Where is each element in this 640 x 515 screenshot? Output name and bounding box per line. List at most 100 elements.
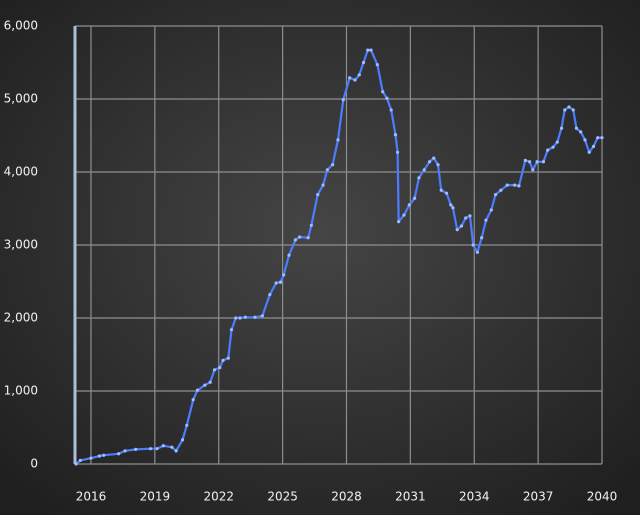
data-point — [243, 315, 247, 319]
data-point — [444, 191, 449, 195]
data-point — [336, 138, 340, 142]
data-point — [253, 315, 257, 319]
data-point — [555, 140, 559, 144]
data-point — [574, 126, 579, 130]
data-point — [484, 218, 488, 222]
data-point — [161, 444, 165, 448]
data-point — [493, 193, 498, 197]
data-point — [559, 126, 564, 130]
data-point — [89, 456, 93, 460]
data-point — [203, 383, 207, 387]
data-point — [78, 458, 82, 462]
y-tick-label: 6,000 — [4, 19, 38, 33]
data-point — [74, 462, 78, 466]
y-tick-label: 3,000 — [4, 238, 38, 252]
data-point — [451, 206, 455, 210]
data-point — [260, 314, 264, 318]
data-point — [238, 316, 242, 320]
data-point — [505, 183, 509, 187]
data-point — [449, 203, 453, 207]
data-point — [402, 213, 406, 217]
data-point — [395, 150, 400, 154]
data-point — [551, 145, 555, 149]
data-point — [174, 449, 178, 453]
data-point — [587, 150, 591, 154]
data-point — [459, 224, 464, 228]
data-point — [321, 183, 325, 187]
data-point — [417, 176, 421, 180]
data-point — [535, 160, 539, 164]
data-point — [489, 208, 493, 212]
data-point — [218, 366, 222, 370]
data-point — [234, 316, 238, 320]
data-point — [348, 76, 352, 80]
x-tick-label: 2034 — [459, 490, 490, 504]
data-point — [316, 193, 320, 197]
data-point — [427, 160, 432, 164]
data-point — [123, 449, 127, 453]
y-tick-label: 1,000 — [4, 384, 38, 398]
data-point — [523, 158, 527, 162]
data-point — [541, 160, 546, 164]
x-tick-label: 2031 — [395, 490, 426, 504]
data-point — [353, 78, 357, 82]
data-point — [480, 236, 484, 240]
x-tick-label: 2016 — [76, 490, 107, 504]
data-point — [369, 48, 373, 52]
x-tick-label: 2037 — [523, 490, 554, 504]
data-point — [366, 48, 370, 52]
x-tick-label: 2028 — [331, 490, 362, 504]
x-tick-label: 2019 — [140, 490, 171, 504]
data-point — [195, 388, 200, 392]
data-point — [298, 235, 302, 239]
data-point — [528, 160, 532, 164]
data-point — [375, 63, 379, 67]
data-point — [293, 238, 297, 242]
x-tick-label: 2040 — [587, 490, 618, 504]
data-point — [385, 96, 389, 100]
data-point — [278, 280, 283, 284]
data-point — [180, 438, 185, 442]
data-point — [170, 445, 174, 449]
data-point — [97, 454, 102, 458]
data-point — [546, 148, 550, 152]
data-point — [389, 108, 393, 112]
data-point — [325, 168, 329, 172]
data-point — [185, 423, 189, 427]
y-tick-label: 0 — [30, 457, 38, 471]
data-point — [571, 108, 575, 112]
data-point — [471, 243, 475, 247]
data-point — [134, 447, 138, 451]
data-point — [475, 250, 480, 254]
data-point — [563, 108, 567, 112]
data-point — [155, 447, 159, 451]
data-point — [148, 447, 153, 451]
data-point — [397, 220, 401, 224]
data-point — [208, 380, 212, 384]
data-point — [191, 398, 195, 402]
data-point — [331, 163, 335, 167]
data-point — [531, 168, 535, 172]
data-point — [287, 253, 291, 257]
data-point — [361, 60, 366, 65]
data-point — [583, 138, 587, 142]
data-point — [468, 214, 472, 218]
data-point — [393, 133, 398, 137]
data-point — [341, 98, 345, 102]
data-point — [517, 184, 521, 188]
data-point — [268, 293, 272, 297]
data-point — [432, 156, 436, 160]
x-tick-label: 2025 — [267, 490, 298, 504]
data-point — [381, 90, 385, 94]
data-point — [282, 273, 286, 277]
data-point — [407, 203, 411, 207]
data-point — [226, 356, 230, 360]
data-point — [464, 216, 468, 220]
plot — [74, 48, 604, 466]
data-point — [229, 328, 234, 332]
data-point — [596, 136, 600, 140]
data-point — [567, 105, 571, 109]
data-point — [309, 223, 313, 227]
